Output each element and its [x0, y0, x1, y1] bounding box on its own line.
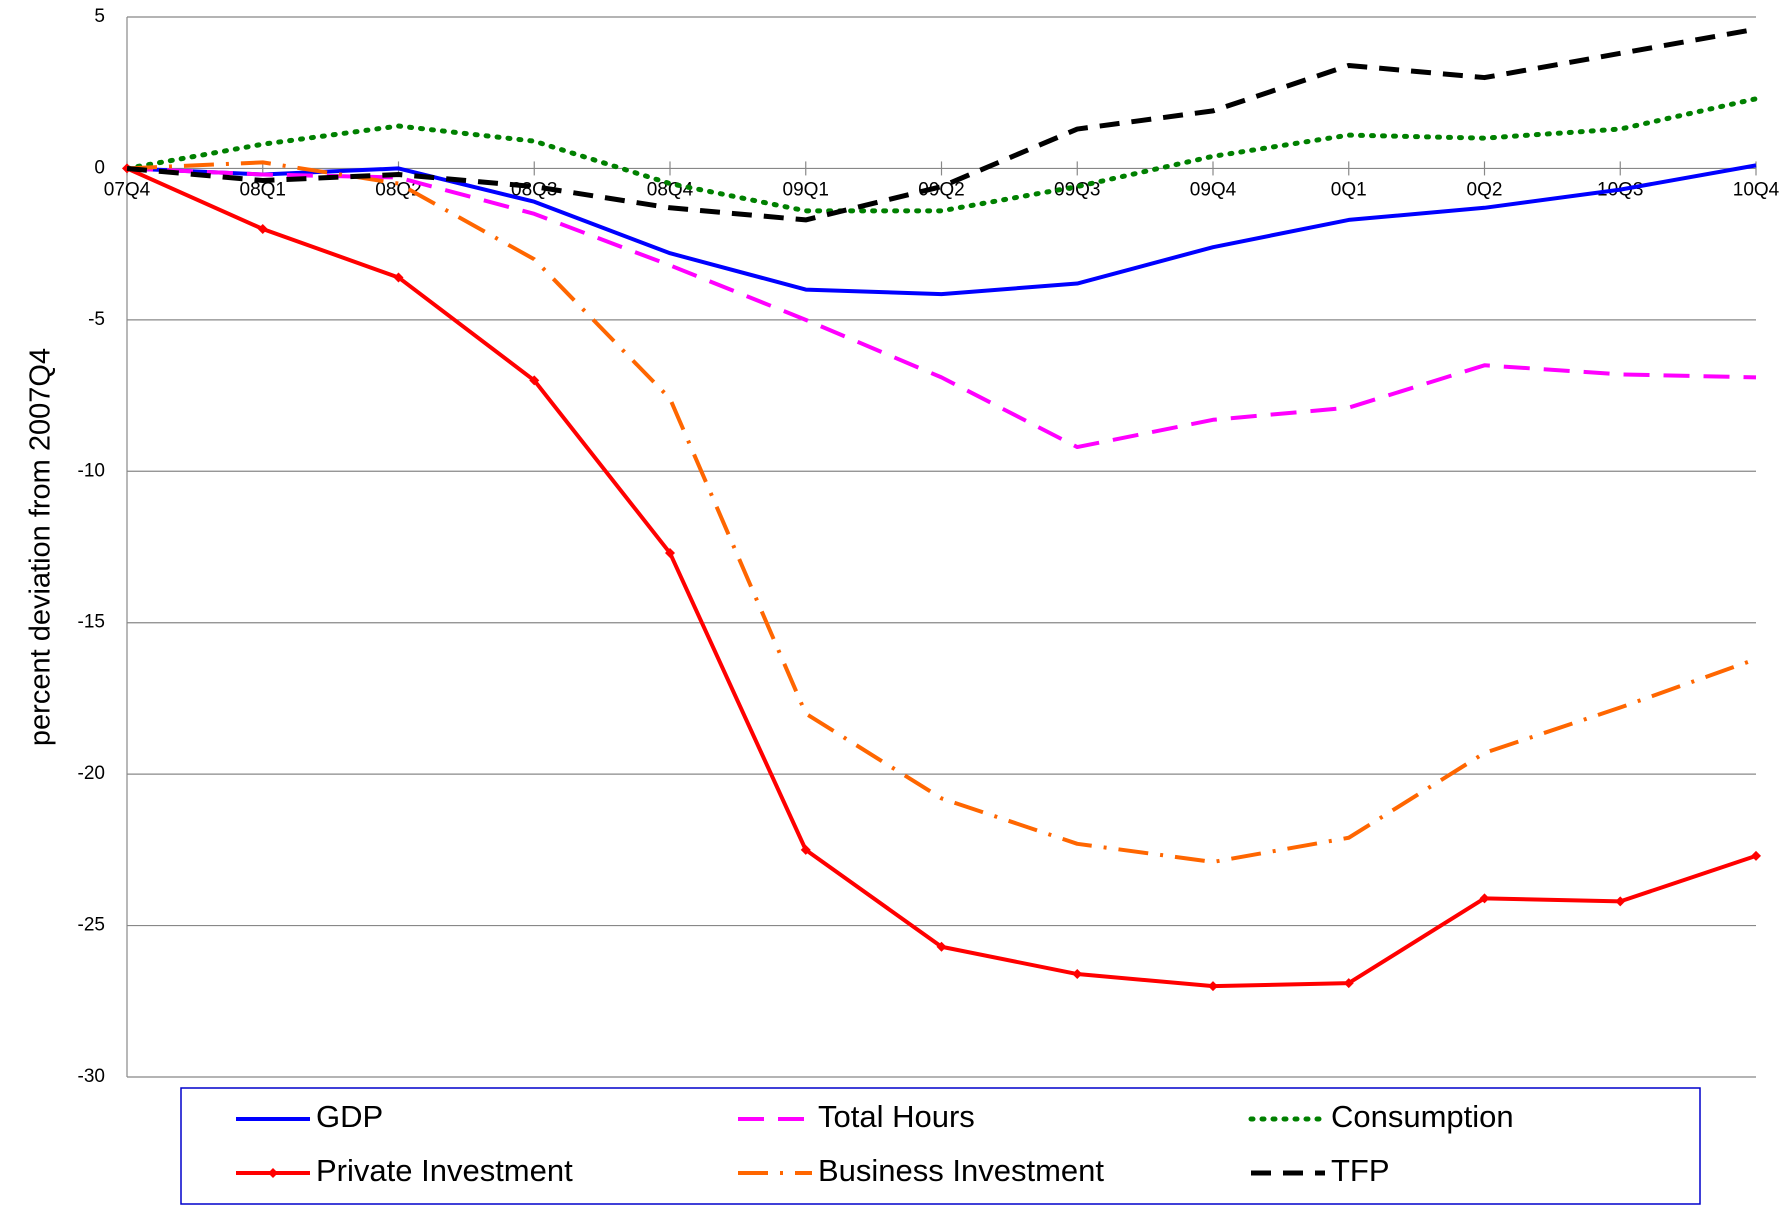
- x-tick-label: 09Q1: [783, 179, 829, 200]
- y-axis-label: percent deviation from 2007Q4: [25, 348, 57, 746]
- point-marker: [257, 224, 268, 234]
- point-marker: [1615, 896, 1626, 907]
- x-tick-label: 08Q1: [240, 179, 286, 200]
- point-marker: [800, 844, 811, 855]
- y-tick-label: -20: [78, 763, 105, 784]
- point-marker: [1072, 969, 1083, 980]
- y-tick-label: -5: [88, 309, 105, 330]
- y-tick-label: 0: [94, 157, 105, 178]
- x-tick-label: 09Q2: [918, 179, 964, 200]
- series-line: [126, 26, 1757, 223]
- series-line: [126, 166, 1757, 989]
- x-tick-label: 07Q4: [104, 179, 151, 200]
- point-marker: [936, 941, 947, 952]
- x-tick-label: 08Q2: [375, 179, 421, 200]
- legend-label: Consumption: [1331, 1099, 1514, 1134]
- legend-label: Total Hours: [818, 1099, 975, 1134]
- legend-label: Business Investment: [818, 1153, 1104, 1188]
- legend-label: GDP: [316, 1099, 383, 1134]
- x-tick-label: 0Q2: [1467, 179, 1503, 200]
- point-marker: [665, 548, 675, 559]
- y-tick-label: -25: [78, 915, 105, 936]
- x-tick-label: 08Q4: [647, 179, 694, 200]
- point-marker: [1343, 978, 1354, 989]
- point-marker: [393, 272, 404, 283]
- y-tick-label: -10: [78, 460, 105, 481]
- series-line: [126, 160, 1757, 864]
- y-tick-label: -15: [78, 612, 105, 633]
- point-marker: [1208, 981, 1218, 992]
- y-tick-label: -30: [78, 1066, 105, 1087]
- legend-marker: [268, 1168, 278, 1178]
- point-marker: [1751, 850, 1761, 861]
- series-line: [126, 166, 1757, 450]
- series-line: [126, 163, 1757, 297]
- point-marker: [529, 375, 540, 386]
- x-tick-label: 10Q4: [1733, 179, 1780, 200]
- legend-label: TFP: [1331, 1153, 1390, 1188]
- x-tick-label: 0Q1: [1331, 179, 1367, 200]
- legend-label: Private Investment: [316, 1153, 573, 1188]
- point-marker: [1479, 893, 1490, 904]
- series-line: [124, 96, 1759, 214]
- y-tick-label: 5: [94, 6, 105, 27]
- x-tick-label: 09Q4: [1190, 179, 1237, 200]
- legend-box: [180, 1087, 1701, 1205]
